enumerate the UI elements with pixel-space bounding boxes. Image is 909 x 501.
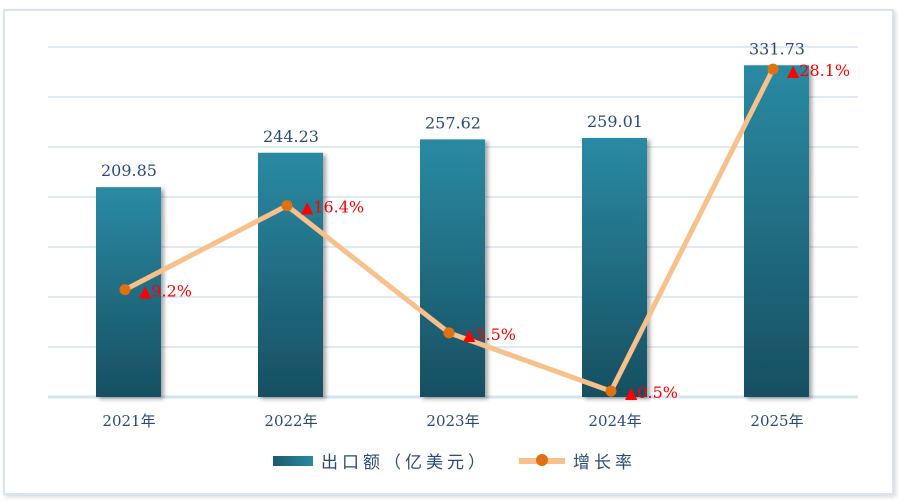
growth-label: ▲9.2%	[139, 282, 192, 301]
bar-value-label: 244.23	[263, 127, 319, 146]
legend-swatch-line	[519, 453, 565, 466]
bar	[420, 139, 485, 397]
growth-marker	[281, 200, 293, 212]
bar	[744, 65, 809, 398]
growth-marker	[119, 284, 131, 296]
x-tick-label: 2024年	[588, 412, 641, 430]
bar-value-label: 209.85	[101, 161, 157, 180]
x-tick-label: 2021年	[102, 412, 155, 430]
bar-value-label: 257.62	[425, 113, 481, 132]
bar	[582, 137, 647, 398]
x-tick-label: 2025年	[750, 412, 803, 430]
growth-label: ▲5.5%	[463, 325, 516, 344]
growth-label: ▲28.1%	[787, 61, 850, 80]
legend-item-export: 出口额（亿美元）	[273, 448, 489, 473]
bar-value-label: 331.73	[749, 39, 805, 58]
growth-label: ▲0.5%	[625, 383, 678, 402]
legend: 出口额（亿美元） 增长率	[0, 448, 909, 473]
x-tick-label: 2022年	[264, 412, 317, 430]
bar-value-label: 259.01	[587, 112, 643, 131]
growth-label: ▲16.4%	[301, 198, 364, 217]
legend-item-growth: 增长率	[519, 448, 636, 473]
growth-marker	[443, 327, 455, 339]
legend-swatch-bar	[273, 455, 313, 466]
legend-label: 出口额（亿美元）	[321, 453, 489, 473]
growth-marker	[767, 63, 779, 75]
x-tick-label: 2023年	[426, 412, 479, 430]
bar	[258, 152, 323, 397]
growth-marker	[605, 385, 617, 397]
legend-label: 增长率	[573, 453, 636, 473]
